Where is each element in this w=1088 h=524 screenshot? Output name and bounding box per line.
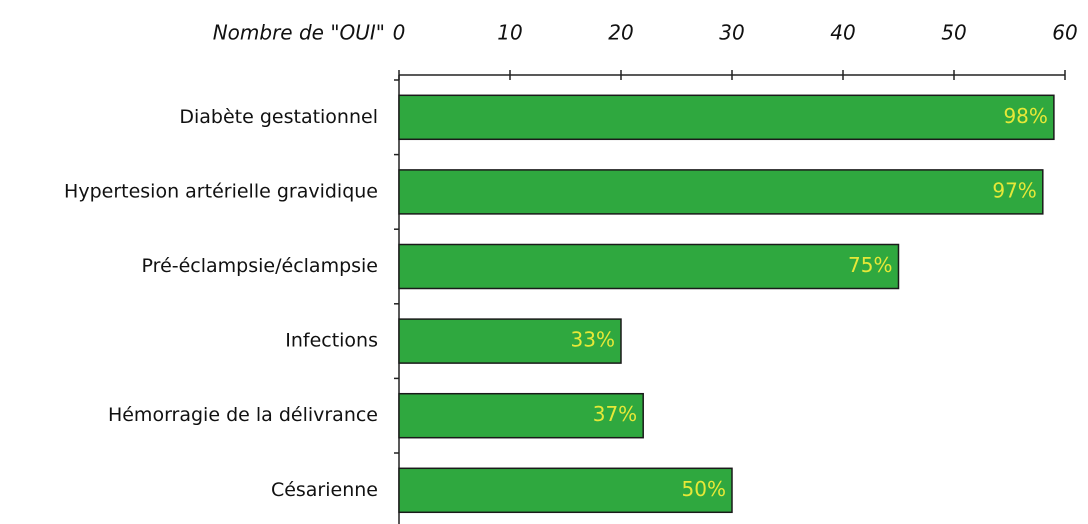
bar-label: 33% xyxy=(571,328,615,352)
axis-title: Nombre de "OUI" xyxy=(213,21,385,45)
y-tick-label: Hypertesion artérielle gravidique xyxy=(64,180,378,202)
x-tick-label: 10 xyxy=(497,21,522,45)
x-tick-label: 0 xyxy=(393,21,406,45)
y-tick-label: Infections xyxy=(285,330,378,352)
y-tick-label: Diabète gestationnel xyxy=(179,106,378,128)
bar-label: 50% xyxy=(682,477,726,501)
bar xyxy=(398,318,622,364)
x-tick-label: 30 xyxy=(719,21,744,45)
bar xyxy=(398,467,733,514)
x-tick-label: 20 xyxy=(608,21,633,45)
bar xyxy=(398,243,900,290)
x-tick-label: 40 xyxy=(830,21,855,45)
bar xyxy=(398,94,1055,141)
bar xyxy=(398,169,1044,215)
bar-label: 97% xyxy=(992,178,1036,202)
bar xyxy=(398,392,644,439)
bar-label: 75% xyxy=(848,253,892,277)
x-tick-label: 60 xyxy=(1052,21,1077,45)
y-tick-label: Pré-éclampsie/éclampsie xyxy=(142,255,378,277)
bar-label: 98% xyxy=(1003,104,1047,128)
y-tick-label: Césarienne xyxy=(271,479,378,501)
y-tick-label: Hémorragie de la délivrance xyxy=(108,404,378,426)
x-tick-label: 50 xyxy=(941,21,966,45)
bar-label: 37% xyxy=(593,402,637,426)
